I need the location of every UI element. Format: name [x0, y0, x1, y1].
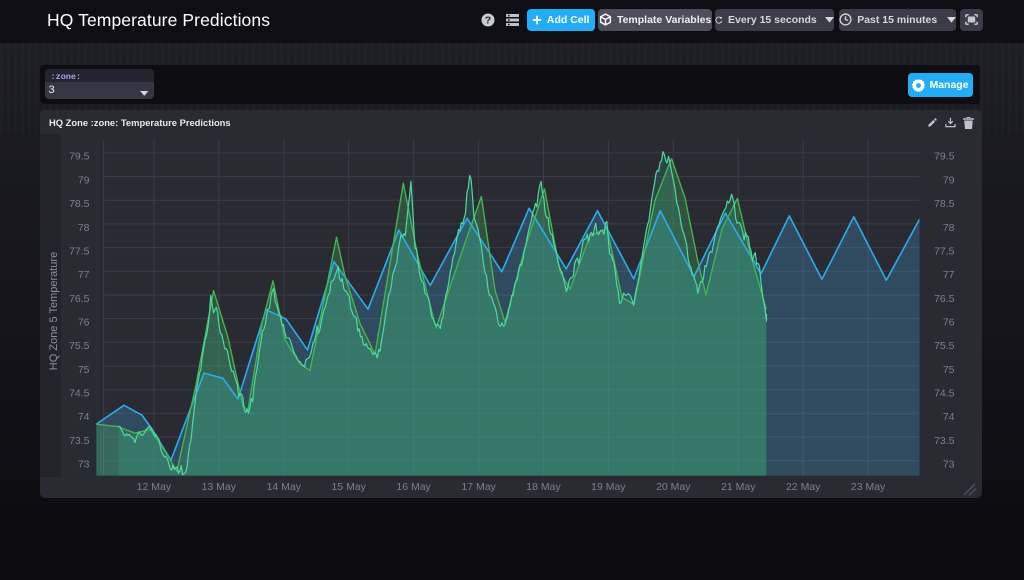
svg-text:77: 77: [943, 269, 955, 281]
svg-text:HQ Zone 5 Temperature: HQ Zone 5 Temperature: [48, 252, 60, 370]
svg-text:14 May: 14 May: [267, 481, 302, 493]
svg-text:74.5: 74.5: [69, 388, 90, 400]
svg-text:77: 77: [78, 269, 90, 281]
svg-text:78: 78: [78, 222, 90, 234]
svg-text:74.5: 74.5: [934, 388, 955, 400]
svg-text:78: 78: [943, 222, 955, 234]
svg-text:22 May: 22 May: [786, 481, 821, 493]
svg-text:73: 73: [943, 459, 955, 471]
svg-text:13 May: 13 May: [202, 481, 237, 493]
svg-text:?: ?: [484, 15, 490, 27]
svg-text:76: 76: [943, 316, 955, 328]
svg-text:77.5: 77.5: [69, 245, 90, 257]
svg-text:78.5: 78.5: [69, 198, 90, 210]
svg-text:18 May: 18 May: [526, 481, 561, 493]
svg-text:79: 79: [78, 174, 90, 186]
svg-text:79.5: 79.5: [69, 151, 90, 163]
svg-text:16 May: 16 May: [396, 481, 431, 493]
svg-text:74: 74: [943, 411, 955, 423]
svg-text:12 May: 12 May: [137, 481, 172, 493]
svg-text:20 May: 20 May: [656, 481, 691, 493]
svg-text:77.5: 77.5: [934, 245, 955, 257]
svg-text:73.5: 73.5: [934, 435, 955, 447]
svg-text:23 May: 23 May: [851, 481, 886, 493]
svg-text:74: 74: [78, 411, 90, 423]
svg-text:75.5: 75.5: [69, 340, 90, 352]
svg-text:73.5: 73.5: [69, 435, 90, 447]
svg-text:17 May: 17 May: [461, 481, 496, 493]
svg-text:21 May: 21 May: [721, 481, 756, 493]
svg-text:75.5: 75.5: [934, 340, 955, 352]
svg-text:75: 75: [943, 364, 955, 376]
svg-text:76.5: 76.5: [934, 293, 955, 305]
svg-text:19 May: 19 May: [591, 481, 626, 493]
svg-text:15 May: 15 May: [331, 481, 366, 493]
svg-text:76: 76: [78, 316, 90, 328]
svg-text:78.5: 78.5: [934, 198, 955, 210]
svg-text:79: 79: [943, 174, 955, 186]
svg-text:73: 73: [78, 459, 90, 471]
svg-text:75: 75: [78, 364, 90, 376]
svg-text:76.5: 76.5: [69, 293, 90, 305]
svg-text:79.5: 79.5: [934, 151, 955, 163]
